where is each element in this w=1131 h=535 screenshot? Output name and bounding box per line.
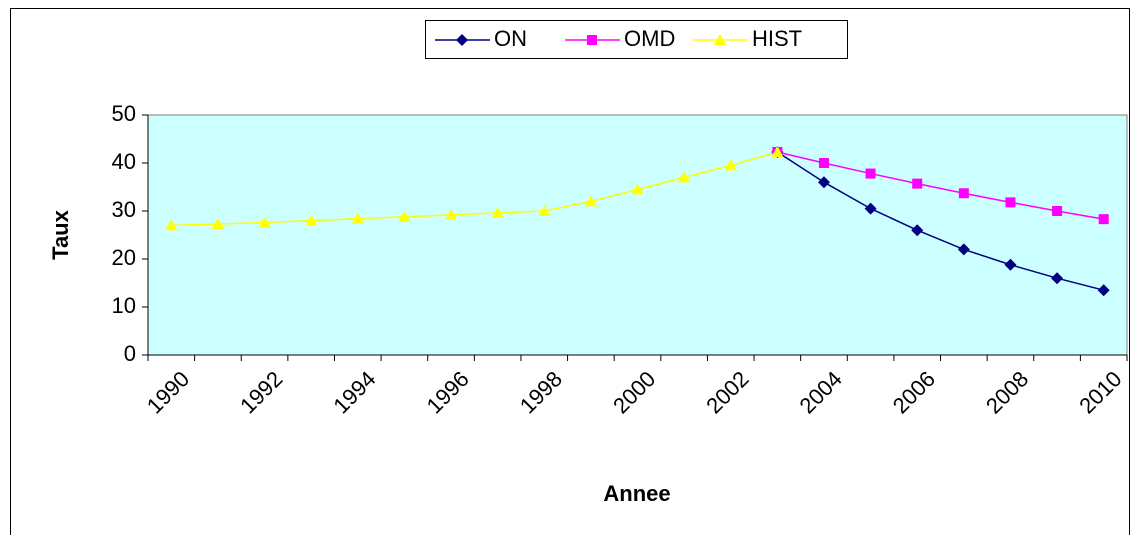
marker: [958, 188, 969, 199]
legend-label: ON: [494, 26, 527, 51]
marker: [258, 216, 271, 228]
marker: [771, 145, 784, 157]
marker: [678, 171, 691, 183]
marker: [1051, 272, 1064, 285]
legend-label: HIST: [752, 26, 802, 51]
marker: [1004, 258, 1017, 271]
marker: [724, 159, 737, 171]
plot-area: [147, 114, 1128, 356]
marker: [538, 205, 551, 216]
marker: [912, 178, 923, 189]
marker: [211, 217, 224, 229]
legend-marker: [456, 34, 468, 46]
marker: [957, 243, 970, 256]
marker: [817, 176, 830, 189]
marker: [445, 208, 458, 220]
y-tick-label: 50: [112, 101, 136, 126]
marker: [1098, 214, 1109, 225]
y-axis-title: Taux: [48, 209, 73, 259]
marker: [865, 168, 876, 179]
series-line: [171, 151, 778, 227]
marker: [818, 158, 829, 168]
y-tick-label: 10: [112, 293, 136, 318]
y-tick-label: 0: [124, 341, 136, 366]
y-tick-label: 30: [112, 197, 136, 222]
marker: [398, 210, 411, 222]
marker: [631, 183, 644, 195]
marker: [1052, 206, 1063, 216]
marker: [351, 212, 364, 224]
marker: [165, 219, 178, 231]
marker: [911, 224, 924, 237]
legend-box: [425, 20, 848, 59]
y-tick-label: 40: [112, 149, 136, 174]
legend-marker: [714, 34, 726, 45]
marker: [864, 202, 877, 215]
series-line: [776, 151, 1104, 291]
legend-marker: [587, 35, 597, 45]
marker: [1097, 284, 1110, 297]
x-axis-title: Annee: [603, 481, 670, 506]
legend-label: OMD: [624, 26, 675, 51]
series-line: [777, 151, 1104, 220]
marker: [584, 195, 597, 207]
y-tick-label: 20: [112, 245, 136, 270]
marker: [305, 214, 318, 226]
marker: [1005, 197, 1016, 208]
marker: [491, 206, 504, 218]
